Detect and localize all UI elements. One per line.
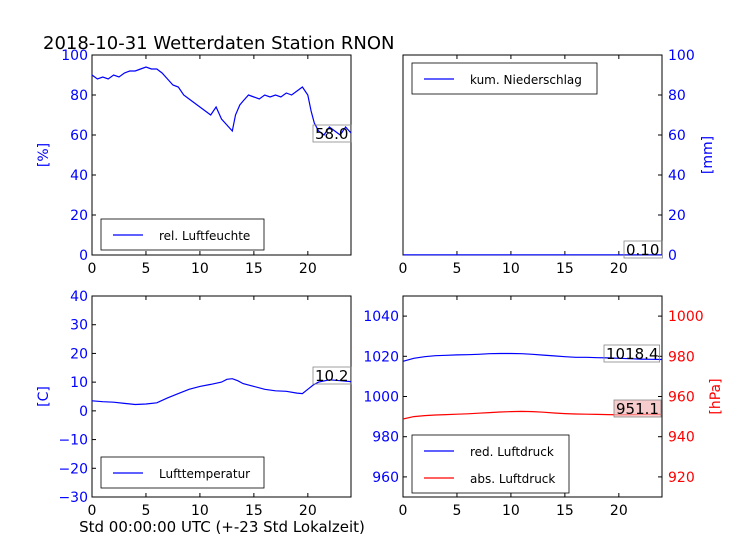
y-tick-label: 30	[70, 318, 88, 334]
legend-box-precip	[411, 62, 598, 95]
legend-label: red. Luftdruck	[470, 445, 554, 459]
value-badge-label: 58.0	[315, 125, 348, 143]
y-tick-label: 40	[668, 168, 686, 184]
legend-box-humidity	[100, 218, 265, 251]
y-tick-label: 960	[372, 470, 399, 486]
x-tick-label: 15	[245, 261, 263, 277]
y-right-tick-label: 920	[668, 470, 695, 486]
x-axis-label: Std 00:00:00 UTC (+-23 Std Lokalzeit)	[79, 518, 365, 536]
y-right-tick-label: 940	[668, 430, 695, 446]
value-badge-box	[613, 399, 662, 418]
series-line-humidity-0	[91, 66, 352, 136]
y-tick-label: 20	[70, 208, 88, 224]
y-tick-label: 100	[668, 48, 695, 64]
y-tick-label: 1020	[363, 349, 399, 365]
y-tick-label: 40	[70, 289, 88, 305]
y-tick-label: 980	[372, 430, 399, 446]
y-tick-label: 20	[70, 346, 88, 362]
x-tick-label: 20	[610, 503, 628, 519]
x-tick-label: 0	[399, 503, 408, 519]
value-badge-box	[603, 344, 660, 363]
y-tick-label: 80	[70, 88, 88, 104]
series-line-temperature-0	[91, 378, 352, 406]
y-tick-label: 10	[70, 375, 88, 391]
y-axis-label-precip: [mm]	[700, 136, 716, 174]
x-tick-label: 20	[610, 261, 628, 277]
y-tick-label: 20	[668, 208, 686, 224]
y-right-tick-label: 1000	[668, 309, 704, 325]
value-badge-box	[312, 124, 352, 143]
y-axis-label-pressure: [hPa]	[708, 378, 724, 414]
series-line-pressure-0	[402, 352, 663, 362]
y-axis-label-humidity: [%]	[36, 143, 52, 167]
plot-frame-temperature	[91, 295, 352, 498]
y-tick-label: −10	[58, 433, 88, 449]
x-tick-label: 0	[399, 261, 408, 277]
y-right-tick-label: 980	[668, 349, 695, 365]
x-tick-label: 10	[191, 503, 209, 519]
value-badge-label: 1018.4	[606, 345, 659, 363]
x-tick-label: 5	[141, 503, 150, 519]
figure-title: 2018-10-31 Wetterdaten Station RNON	[43, 33, 394, 54]
legend-label: abs. Luftdruck	[470, 472, 555, 486]
y-axis-label-temperature: [C]	[36, 386, 52, 407]
x-tick-label: 10	[502, 261, 520, 277]
x-tick-label: 10	[191, 261, 209, 277]
x-tick-label: 15	[245, 503, 263, 519]
panel-temperature: 0 5 10 15 20 −30 −20 −10 0 10 20 30 40 [C] 10.2 Lufttem…	[36, 289, 352, 519]
value-badge-box	[312, 366, 352, 385]
panel-precip: 0 5 10 15 20 0 20 40 60 80 100 [mm] 0.10 kum. Nieders…	[399, 48, 716, 277]
value-badge-label: 10.2	[315, 367, 348, 385]
x-tick-label: 5	[141, 261, 150, 277]
y-tick-label: 60	[70, 128, 88, 144]
legend-label: rel. Luftfeuchte	[159, 229, 250, 243]
x-tick-label: 20	[299, 503, 317, 519]
x-tick-label: 0	[88, 503, 97, 519]
y-tick-label: −30	[58, 490, 88, 506]
legend-label: kum. Niederschlag	[470, 73, 582, 87]
value-badge-box	[623, 240, 663, 259]
panel-humidity: 0 5 10 15 20 0 20 40 60 80 100 [%] 58.0 rel. Luftfeuc…	[36, 48, 352, 277]
x-tick-label: 15	[556, 261, 574, 277]
y-tick-label: 0	[79, 404, 88, 420]
legend-box-pressure	[411, 434, 570, 494]
value-badge-label: 951.1	[616, 400, 659, 418]
x-tick-label: 20	[299, 261, 317, 277]
y-tick-label: 60	[668, 128, 686, 144]
x-tick-label: 10	[502, 503, 520, 519]
y-tick-label: 40	[70, 168, 88, 184]
y-right-tick-label: 960	[668, 390, 695, 406]
y-tick-label: 80	[668, 88, 686, 104]
value-badge-label: 0.10	[626, 241, 659, 259]
y-tick-label: 100	[61, 48, 88, 64]
y-tick-label: 1000	[363, 390, 399, 406]
legend-label: Lufttemperatur	[159, 467, 250, 481]
x-tick-label: 15	[556, 503, 574, 519]
x-tick-label: 5	[452, 503, 461, 519]
plot-frame-humidity	[91, 54, 352, 256]
x-tick-label: 0	[88, 261, 97, 277]
y-tick-label: −20	[58, 461, 88, 477]
y-tick-label: 1040	[363, 309, 399, 325]
x-tick-label: 5	[452, 261, 461, 277]
y-tick-label: 0	[79, 248, 88, 264]
y-tick-label: 0	[668, 248, 677, 264]
panel-pressure: 0 5 10 15 20 960 980 1000 1020 1040 920 940 960 980 10…	[363, 295, 724, 519]
